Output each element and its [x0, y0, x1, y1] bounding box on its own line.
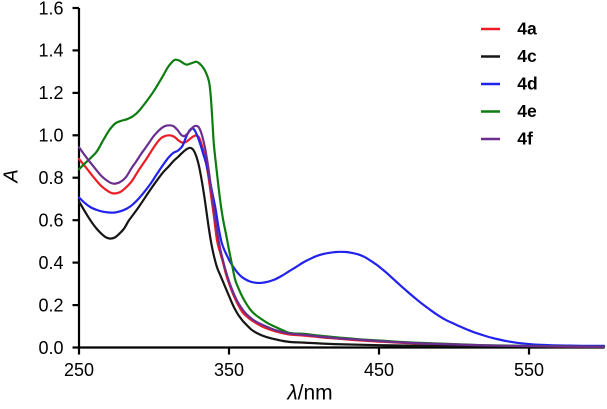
svg-text:1.0: 1.0	[38, 126, 63, 146]
svg-text:450: 450	[364, 360, 394, 380]
svg-text:4d: 4d	[517, 73, 537, 93]
svg-text:4f: 4f	[517, 128, 533, 148]
svg-text:350: 350	[214, 360, 244, 380]
svg-text:0.2: 0.2	[38, 295, 63, 315]
svg-text:4e: 4e	[517, 101, 537, 121]
svg-text:0.6: 0.6	[38, 211, 63, 231]
svg-text:4a: 4a	[517, 18, 537, 38]
svg-text:1.2: 1.2	[38, 83, 63, 103]
svg-text:0.4: 0.4	[38, 253, 63, 273]
svg-text:550: 550	[514, 360, 544, 380]
svg-text:λ/nm: λ/nm	[286, 382, 332, 405]
svg-text:0.0: 0.0	[38, 338, 63, 358]
svg-text:A: A	[1, 169, 23, 183]
svg-text:0.8: 0.8	[38, 168, 63, 188]
svg-text:4c: 4c	[517, 46, 537, 66]
svg-text:1.4: 1.4	[38, 41, 63, 61]
svg-text:1.6: 1.6	[38, 0, 63, 18]
svg-text:250: 250	[64, 360, 94, 380]
